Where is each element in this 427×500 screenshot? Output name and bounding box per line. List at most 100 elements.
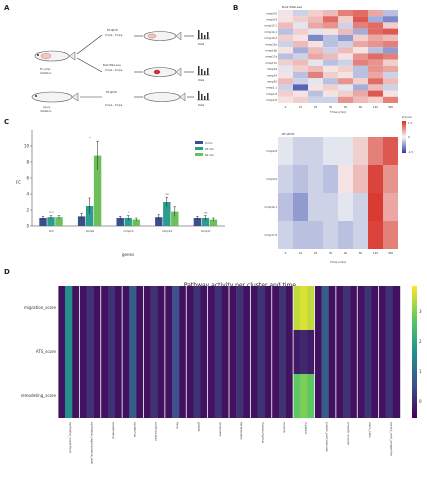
- pathway-cell: [350, 374, 358, 418]
- pathway-cell: [250, 330, 258, 374]
- pathway-row-label: migration_score: [24, 305, 57, 310]
- heatmap-rnaseq-col-label: 360: [388, 105, 393, 109]
- pathway-cell: [157, 286, 166, 330]
- heatmap-qpcr-cell: [323, 165, 338, 193]
- heatmap-rnaseq-cell: [308, 22, 323, 29]
- heatmap-rnaseq-cell: [353, 59, 368, 66]
- heatmap-rnaseq-col-label: 120: [373, 105, 378, 109]
- pathway-colorbar: [412, 286, 417, 418]
- colorbar-rnaseq: [402, 121, 406, 153]
- pathway-cell: [378, 330, 386, 374]
- heatmap-rnaseq-col-label: 20: [314, 105, 318, 109]
- heatmap-qpcr-cell: [278, 193, 293, 221]
- pathway-cell: [79, 330, 87, 374]
- pathway-cell: [122, 286, 130, 330]
- branch-top-l2: 0 hpa - 6 hpa: [105, 33, 123, 37]
- heatmap-qpcr-cell: [323, 193, 338, 221]
- pathway-cell: [286, 374, 294, 418]
- heatmap-rnaseq-cell: [293, 47, 308, 54]
- heatmap-qpcr-col-label: 120: [373, 251, 378, 255]
- panel-a-schematic: Fin amp Initiation RT-qPCR 0 hpa - 6 hpa…: [31, 28, 210, 113]
- bar: [93, 155, 102, 226]
- bar-category-label: mmp9: [86, 229, 95, 233]
- pathway-cell: [257, 374, 265, 418]
- heatmap-qpcr-cell: [383, 165, 398, 193]
- pathway-cell: [392, 330, 401, 374]
- heatmap-qpcr-cell: [308, 165, 323, 193]
- heatmap-rnaseq-col-label: 10: [299, 105, 303, 109]
- heatmap-rnaseq-cell: [383, 28, 398, 35]
- heatmap-rnaseq-cell: [278, 10, 293, 17]
- heatmap-rnaseq-row-label: mmp13.1: [265, 24, 278, 28]
- heatmap-rnaseq-cell: [308, 16, 323, 23]
- heatmap-rnaseq-col-label: 40: [344, 105, 348, 109]
- pathway-cell: [293, 286, 301, 330]
- heatmap-rnaseq-cell: [368, 78, 383, 85]
- heatmap-rnaseq-cell: [278, 96, 293, 103]
- panel-label-a: A: [4, 4, 10, 12]
- heatmap-rnaseq-cell: [383, 59, 398, 66]
- heatmap-rnaseq-cell: [308, 53, 323, 60]
- pathway-cell: [278, 330, 287, 374]
- heatmap-rnaseq-cell: [368, 28, 383, 35]
- pathway-cell: [278, 286, 287, 330]
- pathway-cell: [115, 374, 123, 418]
- pathway-cell: [107, 286, 116, 330]
- heatmap-rnaseq-cell: [368, 90, 383, 97]
- heatmap-rnaseq-cell: [338, 90, 353, 97]
- pathway-cell: [378, 286, 386, 330]
- heatmap-rnaseq-cell: [353, 53, 368, 60]
- pathway-cell: [179, 374, 187, 418]
- heatmap-rnaseq-cell: [353, 41, 368, 48]
- pathway-cell: [58, 286, 66, 330]
- pathway-cell: [300, 374, 308, 418]
- heatmap-rnaseq-cell: [368, 84, 383, 91]
- bar: [39, 218, 47, 226]
- heatmap-rnaseq-cell: [308, 78, 323, 85]
- heatmap-rnaseq-col-label: 30: [329, 105, 333, 109]
- heatmap-rnaseq-cell: [338, 84, 353, 91]
- heatmap-qpcr-col-label: 0: [285, 251, 287, 255]
- pathway-col-label: pvastc_perivascular: [325, 422, 329, 453]
- heatmap-rnaseq-row-label: mmp9.8: [266, 11, 277, 15]
- heatmap-rnaseq-cell: [383, 84, 398, 91]
- heatmap-rnaseq-cell: [293, 65, 308, 72]
- bar-ytick-label: 8: [26, 159, 29, 164]
- pathway-cbar-tick-3: 3: [419, 309, 422, 314]
- heatmap-rnaseq-cell: [323, 72, 338, 79]
- pathway-cell: [328, 374, 337, 418]
- pathway-cell: [86, 374, 94, 418]
- heatmap-qpcr-cell: [278, 165, 293, 193]
- pathway-cell: [107, 374, 116, 418]
- pathway-cell: [72, 286, 80, 330]
- pathway-col-label: keratocytes: [240, 422, 244, 440]
- pathway-cell: [257, 330, 265, 374]
- colorbar-tick-lo: -1.5: [408, 150, 413, 154]
- heatmap-rnaseq-cell: [338, 16, 353, 23]
- pathway-cell: [392, 286, 401, 330]
- pathway-cell: [193, 286, 201, 330]
- heatmap-rnaseq-row-label: mmp1.8: [266, 92, 277, 96]
- heatmap-rnaseq-cell: [308, 84, 323, 91]
- heatmap-rnaseq-cell: [353, 10, 368, 17]
- significance-mark: ns: [166, 193, 170, 196]
- legend-label: 20 min: [205, 147, 214, 151]
- pathway-col-label: stem_cells: [368, 422, 372, 438]
- pathway-cell: [100, 330, 109, 374]
- fish-a: [34, 50, 76, 62]
- heatmap-qpcr-cell: [368, 137, 383, 165]
- pathway-cell: [157, 374, 166, 418]
- pathway-cell: [186, 374, 194, 418]
- pathway-cell: [271, 330, 280, 374]
- pathway-row-label: remodeling_score: [21, 393, 57, 398]
- bar: [193, 218, 202, 226]
- heatmap-rnaseq-row-label: mmp9.9: [266, 18, 277, 22]
- pathway-cell: [200, 286, 208, 330]
- heatmap-rnaseq-cell: [308, 41, 323, 48]
- pathway-cell: [286, 330, 294, 374]
- heatmap-qpcr-cell: [293, 137, 308, 165]
- heatmap-rnaseq-cell: [278, 22, 293, 29]
- heatmap-rnaseq-cell: [308, 90, 323, 97]
- heatmap-rnaseq-row-label: mmp19: [267, 67, 277, 71]
- pathway-col-label: epithelial_superficial: [69, 422, 73, 453]
